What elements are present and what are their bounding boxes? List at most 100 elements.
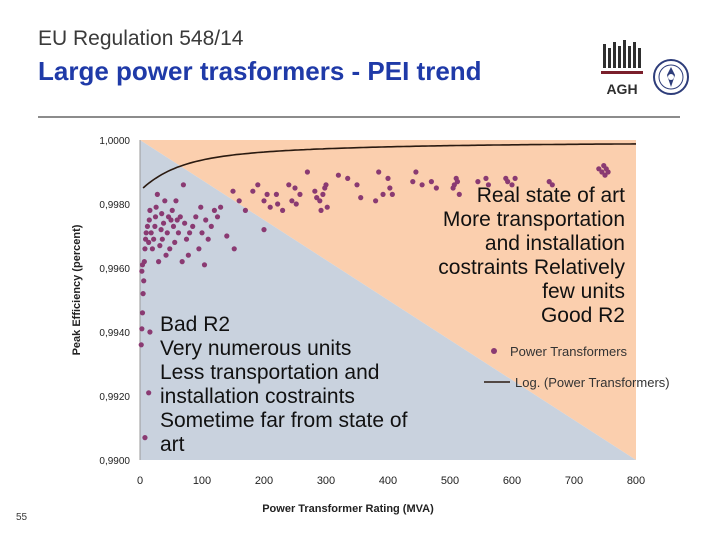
data-point: [345, 175, 351, 181]
data-point: [151, 236, 157, 242]
data-point: [160, 220, 167, 226]
x-tick-label: 100: [193, 475, 211, 487]
data-point: [475, 179, 481, 185]
slide-title: Large power trasformers - PEI trend: [38, 56, 482, 86]
data-point: [196, 246, 202, 252]
lower-region: [140, 140, 636, 460]
data-point: [358, 195, 364, 201]
data-point: [208, 223, 214, 229]
data-point: [596, 166, 602, 172]
university-seal-icon: [653, 59, 689, 95]
y-tick-label: 0,9920: [99, 392, 130, 403]
data-point: [143, 230, 149, 236]
x-tick-label: 600: [503, 475, 521, 487]
annotation-line: Sometime far from state of: [160, 409, 408, 432]
data-point: [199, 230, 205, 236]
data-point: [242, 207, 248, 213]
legend-label: Log. (Power Transformers): [515, 375, 670, 390]
data-point: [485, 182, 492, 188]
data-point: [413, 169, 419, 175]
x-tick-label: 500: [441, 475, 459, 487]
data-point: [376, 169, 382, 175]
data-point: [154, 191, 160, 197]
data-point: [304, 169, 310, 175]
data-point: [546, 179, 552, 185]
y-tick-label: 0,9900: [99, 456, 130, 467]
annotation-line: installation costraints: [160, 385, 355, 408]
data-point: [169, 207, 175, 213]
data-point: [236, 198, 242, 204]
data-point: [512, 175, 518, 181]
data-point: [318, 207, 324, 213]
data-point: [454, 179, 461, 185]
data-point: [139, 326, 145, 332]
annotation-line: Bad R2: [160, 313, 231, 336]
data-point: [168, 217, 174, 223]
data-point: [182, 220, 188, 226]
data-point: [187, 230, 193, 236]
x-tick-label: 0: [137, 475, 143, 487]
data-point: [373, 198, 379, 204]
data-point: [172, 239, 178, 245]
x-tick-label: 700: [565, 475, 583, 487]
data-point: [157, 243, 163, 249]
x-tick-label: 300: [317, 475, 335, 487]
data-point: [292, 185, 298, 191]
data-point: [549, 182, 555, 188]
data-point: [142, 246, 148, 252]
data-point: [231, 246, 237, 252]
data-point: [190, 223, 196, 229]
data-point: [177, 214, 183, 220]
data-point: [205, 236, 211, 242]
data-point: [214, 214, 221, 220]
data-point: [139, 310, 146, 316]
data-point: [320, 191, 326, 197]
data-point: [148, 230, 154, 236]
annotation-line: art: [160, 433, 185, 456]
data-point: [156, 259, 162, 265]
data-point: [602, 172, 608, 178]
data-point: [273, 191, 279, 197]
legend-label: Power Transformers: [510, 344, 628, 359]
data-point: [380, 191, 386, 197]
data-point: [162, 198, 168, 204]
data-point: [335, 172, 341, 178]
data-point: [255, 182, 261, 188]
slide-pre-title: EU Regulation 548/14: [38, 27, 244, 50]
data-point: [147, 329, 153, 335]
data-point: [173, 198, 179, 204]
title-divider: [38, 116, 680, 118]
data-point: [142, 435, 148, 441]
data-point: [389, 191, 395, 197]
data-point: [163, 252, 169, 258]
data-point: [201, 262, 208, 268]
data-point: [170, 223, 177, 229]
data-point: [428, 179, 434, 185]
data-point: [144, 223, 151, 229]
data-point: [140, 291, 146, 297]
annotation-good-r2: Real state of art More transportation an…: [380, 184, 625, 328]
data-point: [280, 207, 286, 213]
x-tick-label: 200: [255, 475, 273, 487]
svg-text:AGH: AGH: [606, 81, 637, 97]
annotation-bad-r2: Bad R2 Very numerous units Less transpor…: [160, 313, 480, 457]
data-point: [275, 201, 281, 207]
data-point: [164, 230, 170, 236]
data-point: [312, 188, 318, 194]
data-point: [152, 223, 158, 229]
data-point: [387, 185, 393, 191]
annotation-line: Less transportation and: [160, 361, 380, 384]
data-point: [419, 182, 425, 188]
data-point: [142, 236, 149, 242]
y-tick-label: 1,0000: [99, 136, 130, 147]
data-point: [139, 268, 145, 274]
legend-marker-points: [491, 348, 497, 354]
data-point: [167, 246, 173, 252]
data-point: [286, 182, 292, 188]
data-point: [323, 182, 329, 188]
data-point: [505, 179, 511, 185]
trend-line: [142, 143, 636, 189]
data-point: [261, 227, 267, 233]
data-point: [385, 175, 391, 181]
annotation-line: Very numerous units: [160, 337, 352, 360]
